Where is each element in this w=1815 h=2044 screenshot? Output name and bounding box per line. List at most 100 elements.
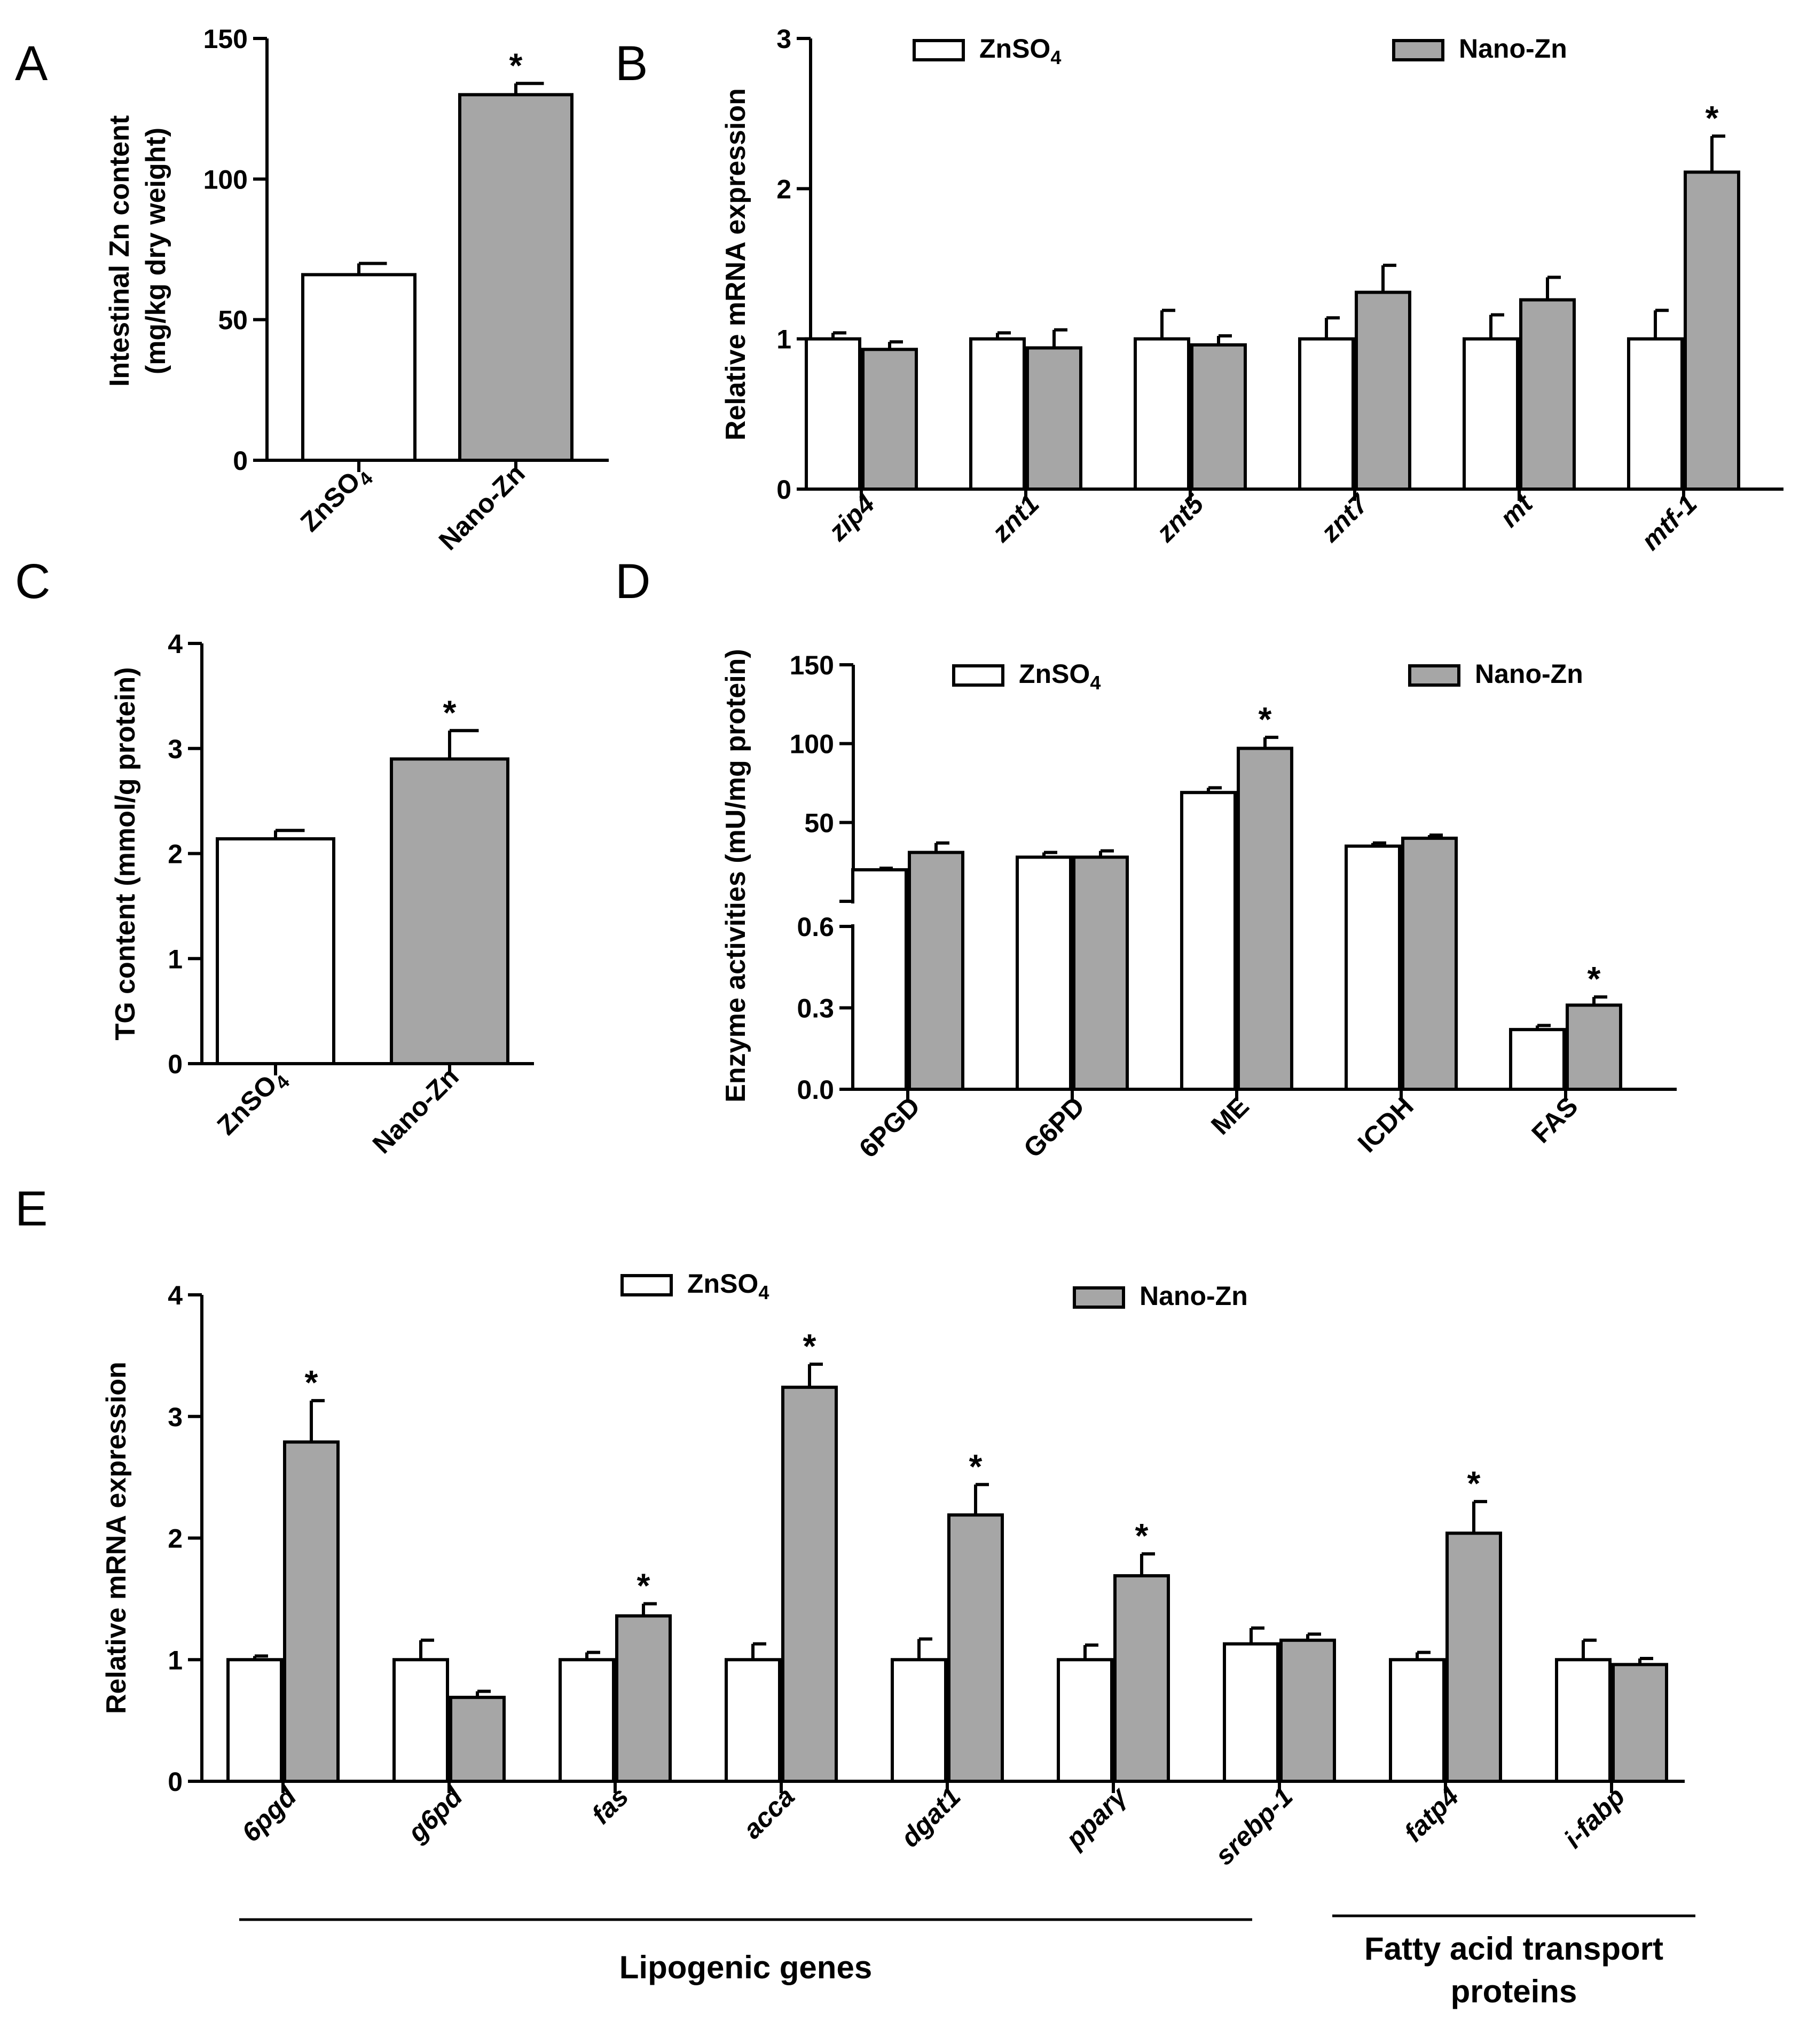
bar <box>1555 1658 1612 1783</box>
panel-letter: C <box>15 554 50 609</box>
legend-label: ZnSO4 <box>1019 659 1101 694</box>
y-tick-label: 3 <box>168 1402 183 1432</box>
bar <box>1072 855 1129 1091</box>
bar <box>1519 298 1576 491</box>
significance-star: * <box>1259 700 1272 738</box>
y-tick-label: 100 <box>203 164 248 194</box>
x-tick-label: Nano-Zn <box>367 1062 465 1159</box>
legend-swatch <box>1392 39 1444 61</box>
panel-c: C 0 1 2 3 4 ZnSO4 * Nano-Zn TG content (mmol/g pr… <box>15 554 534 1159</box>
x-tick-label: mtf-1 <box>1636 489 1703 556</box>
significance-star: * <box>305 1363 318 1402</box>
legend-swatch <box>620 1274 673 1296</box>
x-tick-label: znt5 <box>1150 488 1210 548</box>
significance-star: * <box>1588 960 1601 998</box>
y-tick-label: 1 <box>776 325 791 355</box>
x-tick-label: srebp-1 <box>1209 1781 1298 1870</box>
bar <box>1223 1642 1279 1783</box>
bar <box>1389 1658 1445 1783</box>
bar <box>1509 1028 1566 1091</box>
legend-swatch <box>1073 1286 1125 1309</box>
bar <box>1113 1574 1170 1783</box>
bar <box>1016 855 1072 1091</box>
x-tick-label: acca <box>737 1781 800 1844</box>
bar <box>851 868 908 1091</box>
significance-star: * <box>509 46 523 84</box>
y-tick-label: 1 <box>168 944 183 974</box>
y-tick-label: 100 <box>790 729 834 759</box>
bar <box>1566 1003 1622 1091</box>
significance-star: * <box>969 1447 983 1485</box>
legend-label: Nano-Zn <box>1459 34 1567 64</box>
bar <box>559 1658 615 1783</box>
x-tick-label: zip4 <box>822 489 881 547</box>
y-tick-label: 0.3 <box>797 994 834 1024</box>
bar <box>216 837 335 1065</box>
bar <box>1612 1663 1668 1783</box>
x-tick-label: znt7 <box>1315 488 1375 548</box>
bar <box>908 851 964 1091</box>
x-tick-label: ICDH <box>1352 1091 1419 1158</box>
x-tick-label: i-fabp <box>1558 1781 1631 1854</box>
group-label: Lipogenic genes <box>619 1949 872 1985</box>
y-tick-label: 0 <box>776 475 791 505</box>
y-tick-label: 0 <box>233 446 248 476</box>
y-tick-label: 50 <box>804 808 834 838</box>
significance-star: * <box>1135 1516 1149 1555</box>
bar <box>1134 337 1190 491</box>
y-tick-label: 4 <box>168 1280 183 1310</box>
bar <box>947 1513 1004 1783</box>
x-tick-label: mt <box>1494 488 1539 533</box>
x-tick-label: g6pd <box>402 1781 469 1848</box>
significance-star: * <box>637 1566 650 1605</box>
legend-swatch <box>913 39 965 61</box>
y-tick-label: 0 <box>168 1767 183 1797</box>
significance-star: * <box>443 693 457 732</box>
significance-star: * <box>1706 99 1719 137</box>
group-label: proteins <box>1451 1974 1577 2009</box>
bar <box>458 93 573 462</box>
legend-label: Nano-Zn <box>1140 1281 1248 1311</box>
bar <box>969 337 1026 491</box>
y-tick-label: 2 <box>168 839 183 869</box>
panel-b: B 0 1 2 3 zip4 znt1 znt5 znt7 mt * mtf-1 ZnSO4 Nano-Z… <box>615 24 1783 556</box>
y-tick-label: 1 <box>168 1645 183 1675</box>
y-tick-label: 3 <box>168 734 183 764</box>
y-tick-label: 150 <box>790 650 834 680</box>
panel-letter: A <box>15 36 48 91</box>
bar <box>781 1386 838 1783</box>
panel-letter: B <box>615 36 648 91</box>
bar <box>390 757 509 1066</box>
legend-label: ZnSO4 <box>687 1269 769 1303</box>
y-tick-label: 3 <box>776 24 791 54</box>
bar <box>805 337 861 491</box>
y-axis-label: TG content (mmol/g protein) <box>110 667 141 1040</box>
bar <box>1298 337 1355 491</box>
y-axis-label: Relative mRNA expression <box>101 1362 132 1714</box>
panel-d: D 0.0 0.3 0.6 50 100 150 6PGD G6PD * ME ICDH * FAS ZnS… <box>615 554 1677 1163</box>
bar <box>725 1658 781 1783</box>
x-tick-label: fatp4 <box>1398 1781 1465 1848</box>
y-tick-label: 2 <box>776 174 791 204</box>
y-axis-label: Intestinal Zn content (mg/kg dry weight) <box>104 115 171 387</box>
significance-star: * <box>1467 1464 1481 1503</box>
x-tick-label: 6PGD <box>853 1091 926 1163</box>
x-tick-label: 6pgd <box>236 1781 303 1848</box>
group-label: Fatty acid transport <box>1364 1931 1663 1967</box>
bar <box>615 1614 672 1783</box>
bar <box>891 1658 947 1783</box>
y-tick-label: 50 <box>218 305 248 335</box>
x-tick-label: ZnSO4 <box>211 1062 294 1144</box>
bar <box>1463 337 1519 491</box>
bar <box>1345 844 1401 1091</box>
bar <box>226 1658 283 1783</box>
panel-letter: E <box>15 1182 48 1236</box>
bar <box>861 348 918 491</box>
bar <box>301 273 417 462</box>
x-tick-label: FAS <box>1526 1091 1583 1149</box>
x-tick-label: znt1 <box>986 489 1045 548</box>
bar <box>449 1695 506 1783</box>
x-tick-label: fas <box>586 1781 634 1830</box>
y-tick-label: 0.6 <box>797 912 834 942</box>
